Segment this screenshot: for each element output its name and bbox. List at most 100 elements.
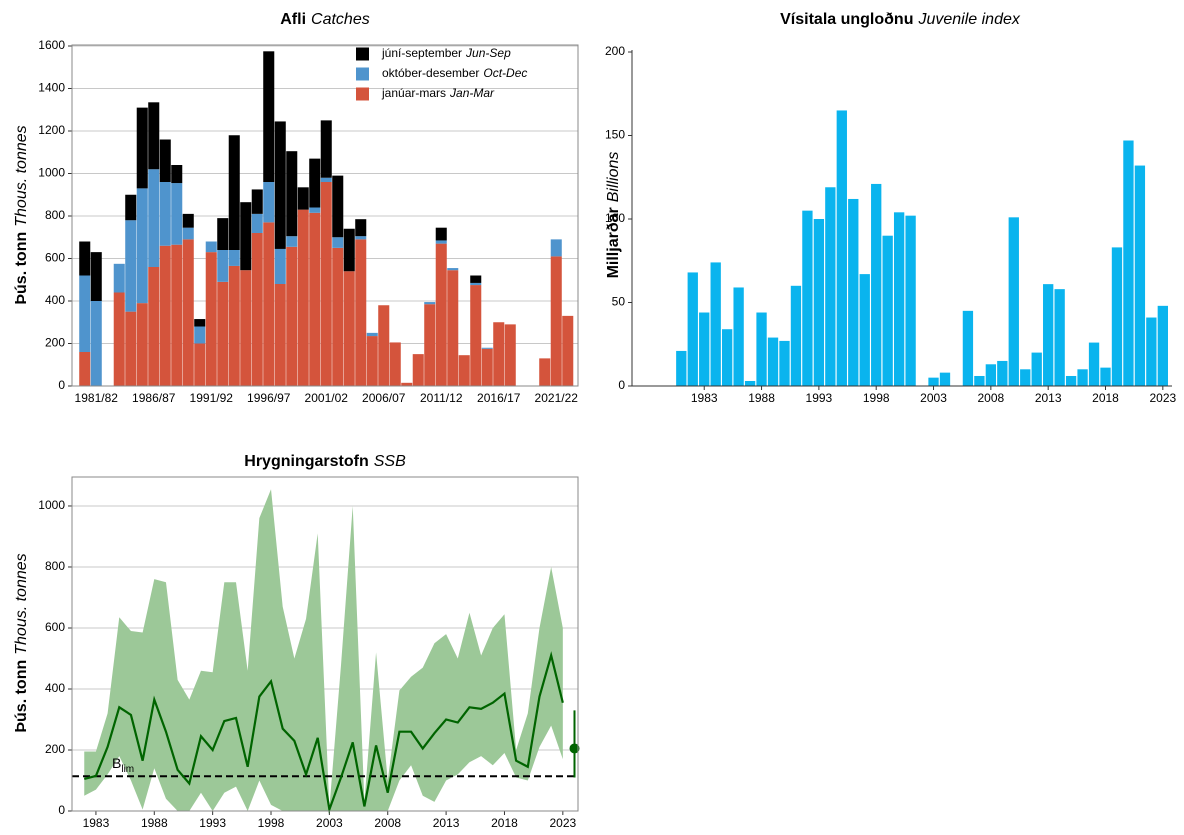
bar — [159, 182, 171, 246]
bar — [182, 213, 194, 228]
y-label-en: Billions — [605, 152, 622, 203]
y-tick-label: 0 — [58, 803, 65, 817]
x-tick-label: 1998 — [258, 816, 285, 830]
bar — [251, 233, 263, 386]
bar — [182, 227, 194, 240]
bar — [481, 347, 493, 349]
bar — [320, 120, 332, 178]
bar — [1043, 284, 1054, 386]
legend-label: júní-september Jun-Sep — [381, 46, 511, 60]
bar — [676, 350, 687, 386]
bar — [263, 182, 275, 223]
bar — [125, 311, 137, 386]
y-tick-label: 1200 — [38, 123, 65, 137]
bar — [997, 360, 1008, 386]
bar — [90, 252, 102, 301]
legend-swatch — [356, 47, 369, 61]
bar — [320, 177, 332, 182]
bar — [435, 240, 447, 244]
bar — [309, 212, 321, 386]
x-tick-label: 1993 — [199, 816, 226, 830]
x-tick-label: 2003 — [920, 391, 947, 405]
bar — [1100, 367, 1111, 386]
bar — [1054, 289, 1065, 386]
bar — [159, 245, 171, 386]
title-main: Afli — [280, 11, 306, 28]
bar — [240, 270, 252, 386]
bar — [263, 222, 275, 386]
title-en: Catches — [311, 11, 370, 28]
bar — [309, 207, 321, 213]
bar — [217, 218, 229, 250]
legend-name: janúar-mars — [381, 86, 446, 100]
bar — [859, 274, 870, 386]
bar — [182, 239, 194, 386]
bar — [836, 110, 847, 386]
bar — [802, 210, 813, 386]
bar — [1065, 375, 1077, 386]
bar — [458, 355, 470, 386]
title-en: Juvenile index — [917, 11, 1020, 28]
bar — [389, 342, 401, 386]
bar — [767, 337, 779, 386]
bar — [825, 187, 836, 386]
bar — [1157, 305, 1168, 386]
bar — [205, 241, 217, 253]
bar — [424, 302, 436, 305]
bar — [205, 252, 217, 386]
y-tick-label: 600 — [45, 620, 65, 634]
bar — [848, 198, 859, 386]
bar — [274, 284, 286, 386]
bar — [251, 213, 263, 233]
title-main: Hrygningarstofn — [244, 453, 368, 470]
y-tick-label: 150 — [605, 128, 625, 142]
y-tick-label: 800 — [45, 208, 65, 222]
legend-name-en: Jun-Sep — [465, 46, 511, 60]
x-tick-label: 1998 — [863, 391, 890, 405]
y-label-en: Thous. tonnes — [13, 553, 30, 654]
x-tick-label: 2008 — [374, 816, 401, 830]
bar — [355, 219, 367, 237]
y-tick-label: 0 — [618, 378, 625, 392]
bar — [194, 319, 206, 327]
bar — [286, 236, 298, 247]
bar — [251, 189, 263, 214]
ssb-line — [83, 651, 564, 814]
title-en: SSB — [374, 453, 406, 470]
bar — [974, 375, 985, 386]
bar — [562, 315, 574, 386]
bar — [113, 292, 125, 386]
y-axis-label: Milljarðar Billions — [605, 152, 622, 279]
y-tick-label: 800 — [45, 559, 65, 573]
bar — [744, 380, 756, 386]
reference-label-sub: lim — [121, 764, 134, 775]
legend-label: janúar-mars Jan-Mar — [381, 86, 495, 100]
bar — [1088, 342, 1100, 386]
bar — [470, 275, 482, 283]
y-axis-label: Þús. tonn Thous. tonnes — [13, 553, 30, 732]
x-tick-label: 2023 — [1149, 391, 1176, 405]
x-tick-label: 2023 — [549, 816, 576, 830]
bar — [378, 305, 390, 386]
bar — [699, 312, 710, 386]
y-tick-label: 200 — [605, 44, 625, 58]
bar — [125, 220, 137, 312]
bar — [928, 377, 939, 386]
bar — [1134, 165, 1146, 386]
y-label-en: Thous. tonnes — [13, 125, 30, 226]
bar — [194, 326, 206, 344]
x-tick-label: 2018 — [1092, 391, 1119, 405]
y-tick-label: 1400 — [38, 81, 65, 95]
legend-swatch — [356, 67, 369, 81]
bar — [447, 268, 459, 271]
bar — [1031, 352, 1042, 386]
x-tick-label: 2018 — [491, 816, 518, 830]
x-tick-label: 2003 — [316, 816, 343, 830]
y-tick-label: 200 — [45, 742, 65, 756]
bar — [813, 219, 825, 386]
reference-label-main: B — [112, 755, 121, 771]
bar — [962, 310, 974, 386]
x-tick-label: 2008 — [978, 391, 1005, 405]
y-tick-label: 600 — [45, 251, 65, 265]
